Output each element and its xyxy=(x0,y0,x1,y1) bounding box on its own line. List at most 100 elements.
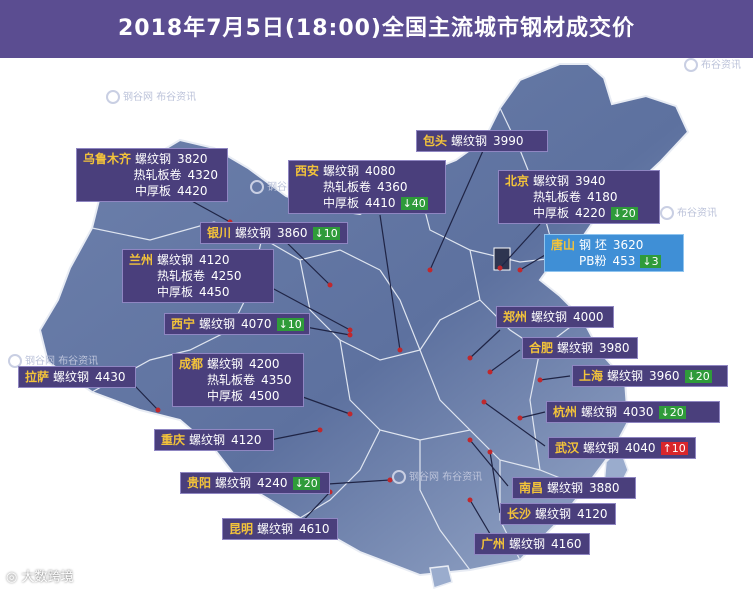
watermark: 布谷资讯 xyxy=(684,56,741,72)
price-value: 4350 xyxy=(261,373,292,387)
product-name: 螺纹钢 xyxy=(199,317,236,331)
city-name: 重庆 xyxy=(161,433,186,447)
price-down-badge: ↓3 xyxy=(640,254,661,268)
watermark-sub: 布谷资讯 xyxy=(677,208,717,219)
price-value: 4200 xyxy=(249,357,280,371)
price-row: 贵阳 螺纹钢 4240 ↓20 xyxy=(187,475,323,491)
price-value: 4120 xyxy=(577,507,608,521)
price-row: 合肥 螺纹钢 3980 xyxy=(529,340,631,356)
price-value: 4410 xyxy=(365,196,396,210)
product-name: 热轧板卷 xyxy=(133,168,182,182)
watermark-brand: 钢谷网 xyxy=(267,182,297,193)
price-label-chongqing: 重庆 螺纹钢 4120 xyxy=(154,429,274,451)
price-label-baotou: 包头 螺纹钢 3990 xyxy=(416,130,548,152)
city-name: 北京 xyxy=(505,174,530,188)
price-label-chengdu: 成都 螺纹钢 4200 热轧板卷 4350 中厚板 4500 xyxy=(172,353,304,407)
product-name: 螺纹钢 xyxy=(535,507,572,521)
product-name: 中厚板 xyxy=(157,285,194,299)
city-name: 合肥 xyxy=(529,341,554,355)
camera-icon: ◎ xyxy=(6,570,22,585)
price-value: 3980 xyxy=(599,341,630,355)
watermark: 钢谷网 xyxy=(250,178,297,194)
price-row: 热轧板卷 4360 xyxy=(295,179,439,195)
price-value: 3960 xyxy=(649,369,680,383)
product-name: 中厚板 xyxy=(207,389,244,403)
price-value: 3620 xyxy=(612,238,644,252)
price-value: 4080 xyxy=(365,164,396,178)
product-name: PB粉 xyxy=(579,254,607,268)
price-value: 3880 xyxy=(589,481,620,495)
product-name: 钢 坯 xyxy=(579,238,607,252)
product-name: 螺纹钢 xyxy=(189,433,226,447)
price-value: 4450 xyxy=(199,285,230,299)
watermark-brand: 钢谷网 xyxy=(123,92,153,103)
price-down-badge: ↓20 xyxy=(292,476,320,490)
price-label-hangzhou: 杭州 螺纹钢 4030 ↓20 xyxy=(546,401,720,423)
city-name: 武汉 xyxy=(555,441,580,455)
price-value: 4030 xyxy=(623,405,654,419)
brand-logo-icon xyxy=(8,354,22,368)
product-name: 螺纹钢 xyxy=(157,253,194,267)
price-label-lanzhou: 兰州 螺纹钢 4120 热轧板卷 4250 中厚板 4450 xyxy=(122,249,274,303)
price-row: 兰州 螺纹钢 4120 xyxy=(129,252,267,268)
price-row: 乌鲁木齐 螺纹钢 3820 xyxy=(83,151,221,167)
product-name: 螺纹钢 xyxy=(323,164,360,178)
city-name: 上海 xyxy=(579,369,604,383)
product-name: 螺纹钢 xyxy=(581,405,618,419)
price-value: 4040 xyxy=(625,441,656,455)
city-name: 广州 xyxy=(481,537,506,551)
product-name: 螺纹钢 xyxy=(215,476,252,490)
price-down-badge: ↓10 xyxy=(276,317,304,331)
city-name: 南昌 xyxy=(519,481,544,495)
price-value: 3860 xyxy=(277,226,308,240)
product-name: 螺纹钢 xyxy=(557,341,594,355)
product-name: 螺纹钢 xyxy=(235,226,272,240)
product-name: 热轧板卷 xyxy=(533,190,582,204)
price-row: 银川 螺纹钢 3860 ↓10 xyxy=(207,225,341,241)
price-row: 中厚板 4410 ↓40 xyxy=(295,195,439,211)
product-name: 螺纹钢 xyxy=(607,369,644,383)
price-row: 杭州 螺纹钢 4030 ↓20 xyxy=(553,404,713,420)
price-down-badge: ↓20 xyxy=(610,206,638,220)
brand-logo-icon xyxy=(660,206,674,220)
price-value: 453 xyxy=(612,254,636,268)
city-name: 兰州 xyxy=(129,253,154,267)
price-label-xining: 西宁 螺纹钢 4070 ↓10 xyxy=(164,313,310,335)
watermark: 钢谷网 布谷资讯 xyxy=(106,88,196,104)
footer-watermark: ◎ 大数跨境 xyxy=(6,566,74,585)
price-down-badge: ↓40 xyxy=(400,196,428,210)
city-name: 包头 xyxy=(423,134,448,148)
product-name: 螺纹钢 xyxy=(451,134,488,148)
city-name: 乌鲁木齐 xyxy=(83,152,132,166)
price-row: 南昌 螺纹钢 3880 xyxy=(519,480,629,496)
price-label-tangshan: 唐山钢 坯 3620 PB粉 453 ↓3 xyxy=(544,234,684,272)
price-label-hefei: 合肥 螺纹钢 3980 xyxy=(522,337,638,359)
price-down-badge: ↓20 xyxy=(684,369,712,383)
price-value: 4610 xyxy=(299,522,330,536)
price-row: 中厚板 4420 xyxy=(83,183,221,199)
price-row: 包头 螺纹钢 3990 xyxy=(423,133,541,149)
price-value: 4120 xyxy=(231,433,262,447)
city-name: 西宁 xyxy=(171,317,196,331)
page-title: 2018年7月5日(18:00)全国主流城市钢材成交价 xyxy=(118,16,635,41)
hainan-shape xyxy=(429,565,453,589)
price-row: 西安 螺纹钢 4080 xyxy=(295,163,439,179)
product-name: 热轧板卷 xyxy=(207,373,256,387)
price-value: 4220 xyxy=(575,206,606,220)
city-name: 唐山 xyxy=(551,238,576,252)
price-value: 3990 xyxy=(493,134,524,148)
product-name: 螺纹钢 xyxy=(509,537,546,551)
watermark-brand: 钢谷网 xyxy=(25,356,55,367)
price-label-guangzhou: 广州 螺纹钢 4160 xyxy=(474,533,590,555)
city-name: 银川 xyxy=(207,226,232,240)
product-name: 中厚板 xyxy=(533,206,570,220)
price-row: 西宁 螺纹钢 4070 ↓10 xyxy=(171,316,304,332)
price-row: 郑州 螺纹钢 4000 xyxy=(503,309,607,325)
price-value: 4240 xyxy=(257,476,288,490)
price-value: 4250 xyxy=(211,269,242,283)
city-name: 昆明 xyxy=(229,522,254,536)
brand-logo-icon xyxy=(250,180,264,194)
watermark-sub: 布谷资讯 xyxy=(58,356,99,367)
price-label-lhasa: 拉萨 螺纹钢 4430 xyxy=(18,366,136,388)
price-row: 长沙 螺纹钢 4120 xyxy=(507,506,609,522)
